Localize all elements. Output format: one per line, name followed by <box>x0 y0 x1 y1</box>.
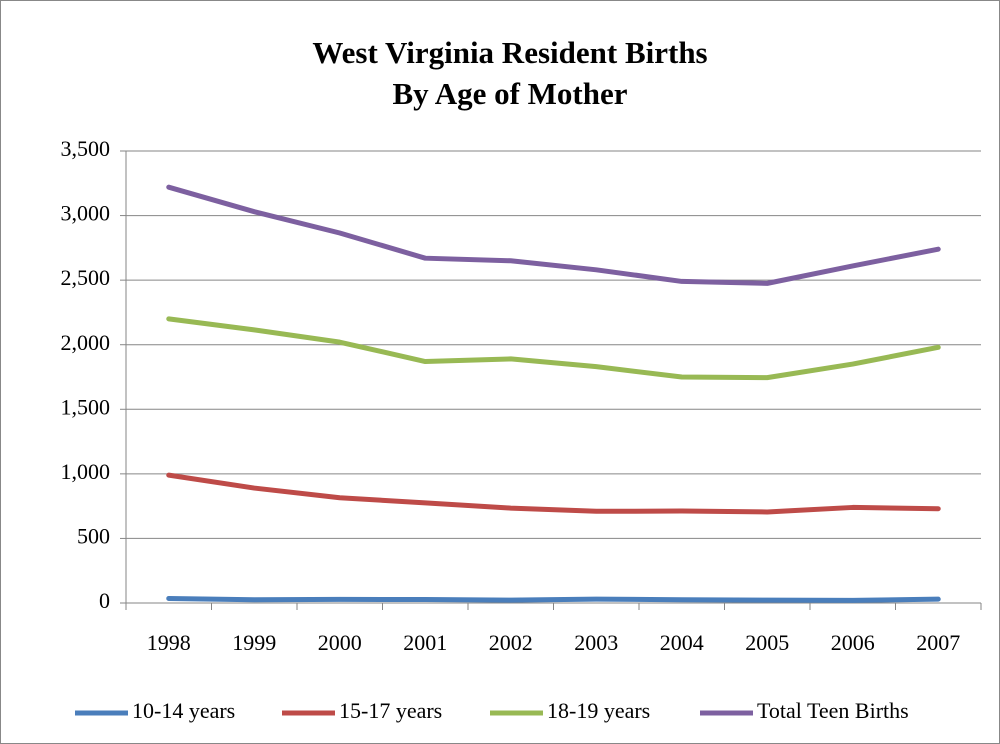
y-tick-label: 500 <box>77 523 110 548</box>
chart-title: West Virginia Resident Births <box>312 35 707 70</box>
series-line <box>166 316 941 381</box>
series-line <box>166 472 941 515</box>
y-tick-label: 2,000 <box>61 330 111 355</box>
x-tick-label: 1998 <box>147 630 191 655</box>
x-tick-label: 2000 <box>318 630 362 655</box>
x-tick-label: 2004 <box>660 630 704 655</box>
y-tick-label: 2,500 <box>61 265 111 290</box>
y-tick-label: 3,500 <box>61 136 111 161</box>
legend-label: 18-19 years <box>547 698 650 723</box>
series-line <box>166 595 941 603</box>
x-tick-label: 2003 <box>574 630 618 655</box>
x-tick-label: 2005 <box>745 630 789 655</box>
y-tick-label: 3,000 <box>61 201 111 226</box>
x-tick-label: 2007 <box>916 630 960 655</box>
y-tick-label: 1,500 <box>61 394 111 419</box>
x-tick-label: 2001 <box>403 630 447 655</box>
x-tick-label: 2006 <box>831 630 875 655</box>
y-tick-label: 1,000 <box>61 459 111 484</box>
legend-label: 15-17 years <box>339 698 442 723</box>
legend-label: Total Teen Births <box>757 698 909 723</box>
x-tick-label: 1999 <box>232 630 276 655</box>
legend-label: 10-14 years <box>132 698 235 723</box>
y-tick-label: 0 <box>99 588 110 613</box>
chart-subtitle: By Age of Mother <box>392 76 627 111</box>
series-line <box>166 184 941 286</box>
x-tick-label: 2002 <box>489 630 533 655</box>
